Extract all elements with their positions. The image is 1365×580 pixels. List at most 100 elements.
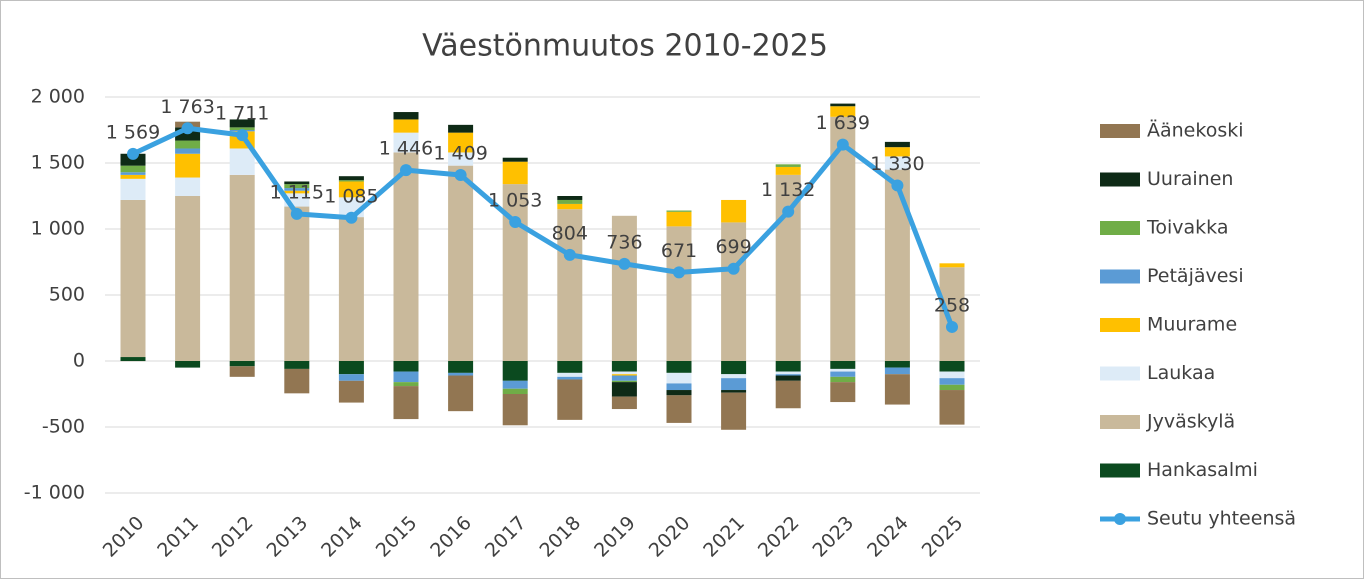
bar-segment (120, 174, 146, 179)
legend-swatch (1100, 415, 1140, 429)
bar-segment (884, 156, 910, 170)
bar-segment (448, 132, 474, 153)
bar-segment (775, 166, 801, 175)
bar-segment (775, 164, 801, 167)
bar-segment (666, 211, 692, 227)
bar-segment (284, 190, 310, 194)
legend-label: Toivakka (1146, 217, 1228, 239)
bar-segment (775, 374, 801, 376)
line-point (946, 320, 958, 333)
bar-segment (502, 380, 528, 389)
line-point (454, 169, 467, 182)
data-label: 671 (661, 240, 697, 262)
line-point (891, 179, 904, 192)
bar-segment (284, 181, 310, 185)
bar-segment (338, 380, 364, 403)
bar-segment (393, 361, 419, 372)
bar-segment (284, 206, 310, 361)
bar-segment (229, 366, 255, 377)
legend-swatch (1100, 172, 1140, 187)
bar-segment (830, 368, 856, 372)
bar-segment (284, 361, 310, 369)
line-point (618, 257, 631, 270)
legend-swatch (1100, 463, 1140, 478)
y-tick-label: -500 (42, 416, 85, 438)
line-point (509, 216, 522, 229)
bar-segment (175, 361, 201, 368)
data-label: 1 569 (106, 121, 160, 143)
bar-segment (557, 203, 583, 210)
line-point (563, 248, 576, 261)
legend-label: Petäjävesi (1147, 265, 1244, 287)
data-label: 258 (934, 294, 970, 316)
data-label: 1 639 (816, 112, 870, 134)
data-label: 1 763 (160, 96, 214, 118)
bar-segment (611, 361, 637, 372)
bar-segment (229, 148, 255, 175)
bar-segment (338, 180, 364, 182)
bar-segment (557, 379, 583, 420)
bar-segment (666, 395, 692, 423)
bar-segment (830, 106, 856, 117)
data-label: 1 330 (870, 153, 924, 175)
bar-segment (502, 161, 528, 185)
bar-segment (229, 119, 255, 128)
legend-label: Jyväskylä (1146, 411, 1235, 433)
legend-label: Uurainen (1147, 168, 1233, 190)
bar-segment (448, 165, 474, 361)
bar-segment (721, 361, 747, 375)
bar-segment (775, 375, 801, 381)
line-point (673, 266, 685, 279)
bar-segment (557, 209, 583, 361)
bar-segment (338, 374, 364, 381)
bar-segment (721, 392, 747, 430)
bar-segment (830, 371, 856, 377)
y-tick-label: 1 500 (31, 152, 85, 174)
bar-segment (229, 174, 255, 361)
bar-segment (611, 382, 637, 397)
y-tick-label: -1 000 (24, 482, 85, 504)
bar-segment (884, 147, 910, 157)
bar-segment (721, 222, 747, 361)
bar-segment (175, 196, 201, 361)
bar-segment (666, 226, 692, 361)
bar-segment (120, 199, 146, 358)
bar-segment (229, 127, 255, 130)
bar-segment (557, 196, 583, 200)
legend-swatch (1114, 513, 1126, 525)
line (131, 125, 955, 328)
data-label: 1 115 (270, 181, 324, 203)
legend-swatch (1100, 366, 1140, 381)
line-point (400, 164, 412, 177)
line-point (290, 207, 303, 220)
data-label: 1 085 (324, 185, 378, 207)
data-label: 804 (552, 222, 588, 244)
bar-segment (175, 140, 201, 149)
bar-segment (666, 210, 692, 212)
bar-segment (939, 371, 965, 379)
line-point (127, 147, 139, 160)
data-label: 1 446 (379, 138, 433, 160)
bar-segment (120, 357, 146, 361)
bar-segment (830, 103, 856, 107)
y-tick-label: 2 000 (31, 86, 85, 108)
bar-segment (338, 176, 364, 181)
bar-segment (611, 374, 637, 376)
bar-segment (611, 380, 637, 383)
line-point (181, 122, 194, 135)
line-point (782, 205, 795, 218)
bar-segment (884, 367, 910, 375)
bar-segment (120, 178, 146, 200)
data-label: 736 (606, 231, 642, 253)
bar-segment (775, 371, 801, 375)
bar-segment (448, 375, 474, 412)
bar-segment (284, 188, 310, 191)
bar-segment (502, 388, 528, 394)
bar-segment (939, 390, 965, 425)
bar-segment (775, 380, 801, 409)
bar-segment (611, 396, 637, 410)
bar-segment (666, 383, 692, 391)
bar-segment (666, 390, 692, 396)
bar-segment (120, 165, 146, 173)
bar-segment (721, 199, 747, 223)
